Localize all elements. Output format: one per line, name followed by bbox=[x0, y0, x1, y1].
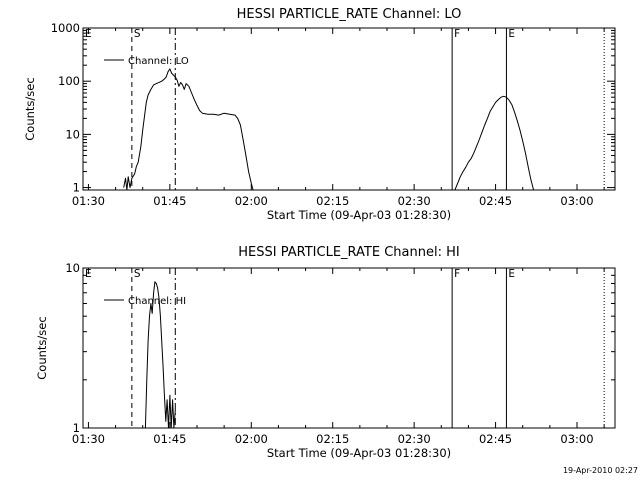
legend-label: Channel: HI bbox=[128, 296, 186, 307]
y-tick-label: 10 bbox=[65, 261, 80, 275]
plot-frame bbox=[82, 27, 616, 191]
x-axis-label: Start Time (09-Apr-03 01:28:30) bbox=[267, 208, 451, 222]
event-marker-label: F bbox=[454, 268, 460, 280]
x-axis-label: Start Time (09-Apr-03 01:28:30) bbox=[267, 446, 451, 460]
panel-0: HESSI PARTICLE_RATE Channel: LO 01:30 01:4… bbox=[23, 7, 616, 222]
series-line-0-segment-1 bbox=[454, 95, 535, 191]
y-axis-label: Counts/sec bbox=[35, 316, 49, 379]
x-tick-label: 01:30 bbox=[72, 432, 105, 446]
y-axis-label: Counts/sec bbox=[23, 77, 37, 140]
event-marker-label: E bbox=[85, 28, 92, 40]
y-tick-label: 100 bbox=[58, 74, 80, 88]
x-tick-label: 01:45 bbox=[153, 194, 186, 208]
x-tick-label: 01:45 bbox=[153, 432, 186, 446]
y-tick-label: 1 bbox=[73, 421, 80, 435]
event-marker-label: F bbox=[454, 28, 460, 40]
chart-title: HESSI PARTICLE_RATE Channel: HI bbox=[238, 245, 459, 260]
y-tick-label: 10 bbox=[65, 127, 80, 141]
legend: Channel: LO bbox=[104, 56, 189, 67]
x-tick-label: 02:15 bbox=[316, 432, 349, 446]
y-tick-label: 1 bbox=[73, 181, 80, 195]
chart-title: HESSI PARTICLE_RATE Channel: LO bbox=[237, 7, 462, 22]
x-tick-label: 01:30 bbox=[72, 194, 105, 208]
x-tick-label: 02:45 bbox=[479, 432, 512, 446]
x-tick-label: 02:30 bbox=[398, 194, 431, 208]
legend-label: Channel: LO bbox=[128, 56, 189, 67]
x-tick-label: 02:00 bbox=[235, 194, 268, 208]
event-marker-label: S bbox=[134, 268, 141, 280]
event-marker-label: E bbox=[508, 268, 515, 280]
x-tick-label: 02:00 bbox=[235, 432, 268, 446]
plot-frame bbox=[82, 267, 616, 429]
x-tick-label: 02:15 bbox=[316, 194, 349, 208]
panel-1: HESSI PARTICLE_RATE Channel: HI 01:30 01:4… bbox=[35, 245, 616, 460]
y-tick-label: 1000 bbox=[51, 21, 80, 35]
legend: Channel: HI bbox=[104, 296, 186, 307]
event-marker-label: S bbox=[134, 28, 141, 40]
event-marker-label: E bbox=[508, 28, 515, 40]
footer-stamp: 19-Apr-2010 02:27 bbox=[562, 466, 638, 475]
x-tick-label: 03:00 bbox=[560, 432, 593, 446]
series-line-0-segment-0 bbox=[123, 68, 254, 191]
x-tick-label: 02:45 bbox=[479, 194, 512, 208]
series-line-0-segment-0 bbox=[144, 281, 176, 429]
x-tick-label: 02:30 bbox=[398, 432, 431, 446]
x-tick-label: 03:00 bbox=[560, 194, 593, 208]
event-marker-label: E bbox=[85, 268, 92, 280]
